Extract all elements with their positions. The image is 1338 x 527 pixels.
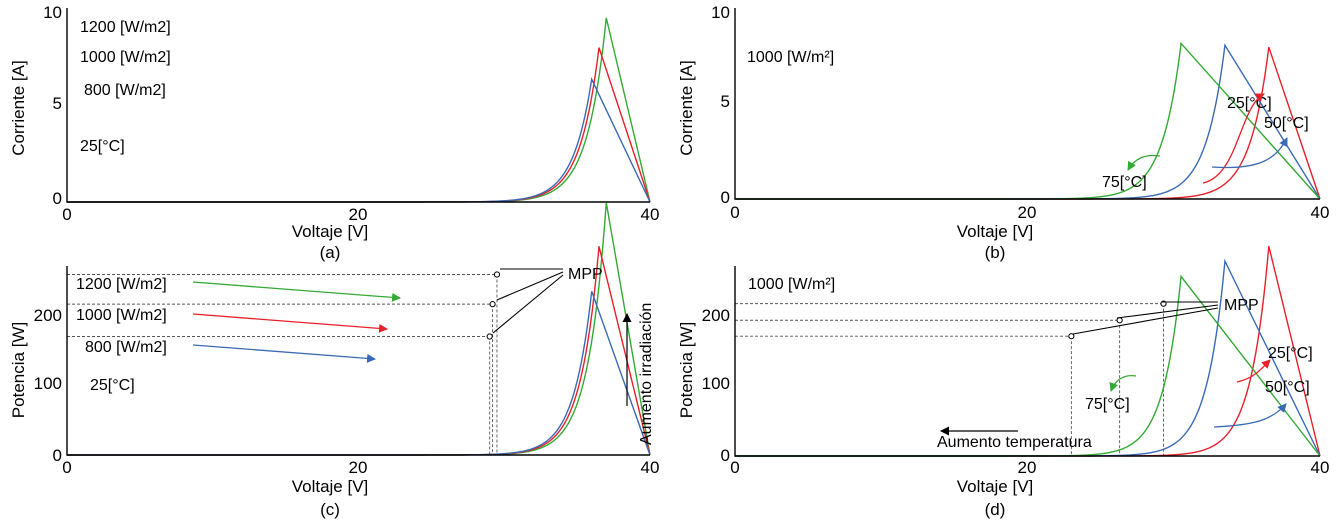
c-mpp-point-0 — [493, 271, 501, 278]
d-label-25: 25[°C] — [1268, 345, 1313, 362]
d-ylabel: Potencia [W] — [677, 322, 696, 418]
d-mpp-guides — [735, 303, 1164, 456]
c-label-temp: 25[°C] — [90, 377, 135, 394]
c-arrow-800 — [192, 344, 376, 363]
b-ytick-10: 10 — [711, 3, 730, 22]
c-xtick-0: 0 — [62, 458, 71, 477]
chart-d: 200 100 0 0 20 40 Voltaje [V] (d) Potenc… — [677, 246, 1329, 519]
c-label-1000: 1000 [W/m2] — [76, 307, 167, 324]
c-mpp-point-2 — [486, 333, 493, 340]
d-xtick-0: 0 — [730, 458, 739, 477]
d-label-50: 50[°C] — [1265, 379, 1310, 396]
a-ylabel: Corriente [A] — [9, 60, 28, 155]
c-caption: (c) — [320, 500, 340, 519]
b-series-group — [735, 41, 1321, 200]
c-ytick-0: 0 — [53, 446, 62, 465]
b-label-50: 50[°C] — [1264, 115, 1309, 132]
d-arrow-75 — [1109, 374, 1137, 392]
d-mpp-point-2 — [1068, 333, 1075, 340]
a-label-1000: 1000 [W/m2] — [80, 49, 171, 66]
c-mpp-leader-2 — [496, 271, 564, 301]
c-xlabel: Voltaje [V] — [292, 477, 369, 496]
a-xtick-0: 0 — [62, 205, 71, 224]
c-ytick-100: 100 — [34, 374, 62, 393]
b-arrow-50 — [1211, 137, 1288, 169]
a-label-temp: 25[°C] — [80, 138, 125, 155]
c-mpp-points — [486, 271, 501, 340]
d-ytick-100: 100 — [702, 374, 730, 393]
d-xtick-20: 20 — [1018, 458, 1037, 477]
chart-a: 10 5 0 0 20 40 Voltaje [V] (a) Corriente… — [9, 3, 659, 262]
c-label-arrow: Aumento irradiación — [638, 303, 655, 445]
d-label-arrow: Aumento temperatura — [937, 434, 1092, 451]
chart-b: 10 5 0 0 20 40 Voltaje [V] (b) Corriente… — [677, 3, 1329, 262]
b-arrow-75 — [1127, 154, 1161, 171]
c-label-1200: 1200 [W/m2] — [76, 276, 167, 293]
a-label-800: 800 [W/m2] — [84, 82, 166, 99]
a-xtick-40: 40 — [641, 205, 660, 224]
a-xtick-20: 20 — [349, 205, 368, 224]
d-arrow-25 — [1236, 359, 1271, 383]
a-label-1200: 1200 [W/m2] — [80, 19, 171, 36]
d-arrow-50 — [1213, 403, 1287, 428]
a-ytick-10: 10 — [43, 3, 62, 22]
a-ytick-5: 5 — [53, 94, 62, 113]
d-caption: (d) — [985, 500, 1006, 519]
b-xlabel: Voltaje [V] — [957, 222, 1034, 241]
b-label-irr: 1000 [W/m²] — [747, 49, 834, 66]
d-ytick-0: 0 — [721, 446, 730, 465]
c-ytick-200: 200 — [34, 306, 62, 325]
a-ytick-0: 0 — [53, 189, 62, 208]
b-axes — [734, 8, 1320, 200]
c-xtick-20: 20 — [349, 458, 368, 477]
c-mpp-guides — [67, 274, 498, 455]
d-xlabel: Voltaje [V] — [957, 477, 1034, 496]
d-ytick-200: 200 — [702, 306, 730, 325]
b-xtick-20: 20 — [1018, 203, 1037, 222]
chart-c: 200 100 0 0 20 40 Voltaje [V] (c) Potenc… — [9, 202, 660, 519]
c-ylabel: Potencia [W] — [9, 322, 28, 418]
c-axes — [66, 266, 650, 456]
a-series-1 — [67, 47, 651, 203]
b-label-25: 25[°C] — [1227, 95, 1272, 112]
b-arrow-25 — [1202, 93, 1265, 184]
d-label-mpp: MPP — [1224, 297, 1259, 314]
b-xtick-40: 40 — [1311, 203, 1330, 222]
d-axes — [734, 266, 1320, 457]
a-xlabel: Voltaje [V] — [292, 222, 369, 241]
d-label-irr: 1000 [W/m²] — [748, 276, 835, 293]
c-arrow-1000 — [192, 313, 388, 333]
b-xtick-0: 0 — [730, 203, 739, 222]
c-xtick-40: 40 — [641, 458, 660, 477]
b-ylabel: Corriente [A] — [677, 60, 696, 155]
b-series-2 — [735, 41, 1321, 200]
b-label-75: 75[°C] — [1102, 174, 1147, 191]
a-series-0 — [67, 17, 651, 203]
b-caption: (b) — [985, 243, 1006, 262]
d-label-75: 75[°C] — [1085, 396, 1130, 413]
a-axes — [66, 8, 650, 203]
d-mpp-leader-2 — [1116, 304, 1219, 319]
b-ytick-5: 5 — [721, 92, 730, 111]
b-series-0 — [735, 46, 1321, 200]
d-xtick-40: 40 — [1311, 458, 1330, 477]
a-series-group — [67, 17, 651, 203]
c-mpp-point-1 — [489, 301, 496, 308]
a-caption: (a) — [320, 243, 341, 262]
b-ytick-0: 0 — [721, 188, 730, 207]
c-mpp-leader-3 — [492, 274, 564, 334]
c-label-mpp: MPP — [568, 266, 603, 283]
c-label-800: 800 [W/m2] — [85, 339, 167, 356]
d-mpp-leader-3 — [1072, 307, 1219, 335]
c-arrow-1200 — [192, 281, 401, 302]
